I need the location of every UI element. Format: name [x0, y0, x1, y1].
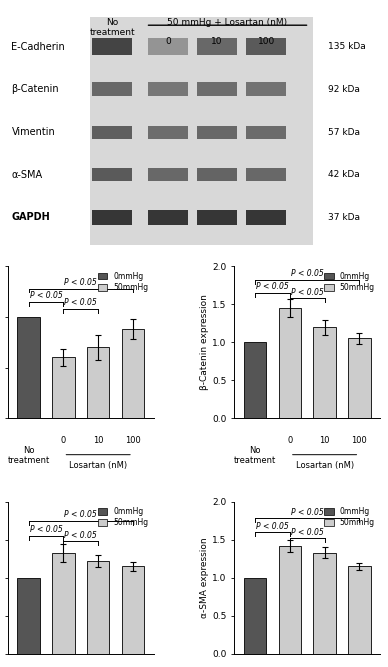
Bar: [246, 38, 286, 55]
Bar: [92, 210, 132, 225]
Text: 10: 10: [211, 37, 223, 46]
Bar: [92, 125, 132, 139]
Text: 50 mmHg + Losartan (nM): 50 mmHg + Losartan (nM): [168, 18, 288, 27]
Bar: [348, 566, 371, 654]
Text: P < 0.05: P < 0.05: [29, 291, 62, 300]
Bar: [279, 546, 301, 654]
Text: 57 kDa: 57 kDa: [328, 127, 360, 137]
Bar: [122, 329, 144, 418]
Bar: [92, 82, 132, 97]
Bar: [246, 125, 286, 139]
Bar: [17, 317, 40, 418]
Text: β-Catenin: β-Catenin: [12, 84, 59, 94]
Text: 37 kDa: 37 kDa: [328, 213, 360, 222]
Y-axis label: α-SMA expression: α-SMA expression: [200, 538, 210, 618]
Text: P < 0.05: P < 0.05: [256, 522, 289, 531]
Bar: [52, 553, 75, 654]
Legend: 0mmHg, 50mmHg: 0mmHg, 50mmHg: [323, 506, 376, 529]
Bar: [90, 151, 313, 198]
Text: P < 0.05: P < 0.05: [291, 508, 324, 517]
Text: P < 0.05: P < 0.05: [64, 278, 97, 287]
Bar: [197, 38, 237, 55]
Text: 135 kDa: 135 kDa: [328, 42, 366, 51]
Legend: 0mmHg, 50mmHg: 0mmHg, 50mmHg: [323, 270, 376, 293]
Bar: [197, 210, 237, 225]
Text: E-Cadherin: E-Cadherin: [12, 41, 65, 51]
Bar: [148, 168, 188, 181]
Bar: [148, 210, 188, 225]
Bar: [148, 38, 188, 55]
Bar: [87, 348, 109, 418]
Bar: [197, 168, 237, 181]
Text: 42 kDa: 42 kDa: [328, 170, 360, 179]
Text: 0: 0: [287, 436, 293, 446]
Bar: [148, 125, 188, 139]
Text: Losartan (nM): Losartan (nM): [69, 461, 127, 470]
Bar: [279, 308, 301, 418]
Text: P < 0.05: P < 0.05: [64, 298, 97, 307]
Y-axis label: β-Catenin expression: β-Catenin expression: [200, 294, 210, 390]
Text: P < 0.05: P < 0.05: [29, 526, 62, 534]
Bar: [87, 561, 109, 654]
Bar: [90, 189, 313, 245]
Bar: [90, 109, 313, 155]
Bar: [313, 553, 336, 654]
Text: α-SMA: α-SMA: [12, 170, 43, 180]
Text: GAPDH: GAPDH: [12, 213, 50, 223]
Bar: [246, 168, 286, 181]
Text: 10: 10: [93, 436, 104, 446]
Text: P < 0.05: P < 0.05: [256, 282, 289, 291]
Bar: [244, 578, 266, 654]
Bar: [197, 82, 237, 97]
Bar: [313, 327, 336, 418]
Text: P < 0.05: P < 0.05: [291, 528, 324, 537]
Bar: [148, 82, 188, 97]
Bar: [92, 38, 132, 55]
Text: P < 0.05: P < 0.05: [64, 531, 97, 540]
Text: Losartan (nM): Losartan (nM): [296, 461, 353, 470]
Text: Vimentin: Vimentin: [12, 127, 55, 137]
Bar: [244, 342, 266, 418]
Bar: [348, 338, 371, 418]
Text: No
treatment: No treatment: [7, 446, 50, 465]
Text: P < 0.05: P < 0.05: [64, 510, 97, 519]
Bar: [90, 17, 313, 77]
Text: 100: 100: [258, 37, 275, 46]
Text: No
treatment: No treatment: [234, 446, 276, 465]
Bar: [122, 566, 144, 654]
Text: 100: 100: [352, 436, 367, 446]
Text: 100: 100: [125, 436, 141, 446]
Bar: [90, 63, 313, 115]
Text: P < 0.05: P < 0.05: [291, 287, 324, 297]
Bar: [197, 125, 237, 139]
Legend: 0mmHg, 50mmHg: 0mmHg, 50mmHg: [97, 270, 150, 293]
Legend: 0mmHg, 50mmHg: 0mmHg, 50mmHg: [97, 506, 150, 529]
Text: P < 0.05: P < 0.05: [291, 269, 324, 279]
Text: No
treatment: No treatment: [89, 18, 135, 37]
Bar: [92, 168, 132, 181]
Text: 0: 0: [165, 37, 171, 46]
Bar: [246, 210, 286, 225]
Bar: [17, 578, 40, 654]
Text: 0: 0: [61, 436, 66, 446]
Text: 92 kDa: 92 kDa: [328, 85, 360, 94]
Bar: [52, 358, 75, 418]
Text: 10: 10: [319, 436, 330, 446]
Bar: [246, 82, 286, 97]
